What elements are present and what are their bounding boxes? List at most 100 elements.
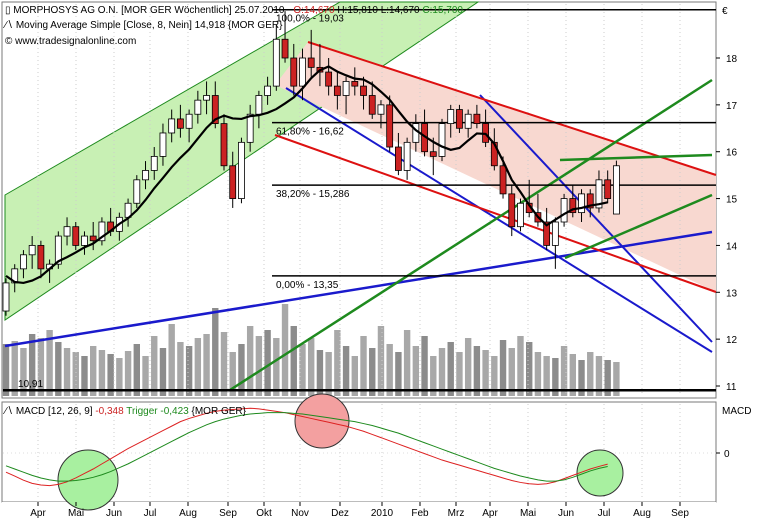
volume-bar	[395, 352, 402, 396]
volume-bar	[613, 362, 620, 396]
candle-body	[508, 193, 516, 228]
volume-bars	[2, 304, 620, 396]
candle-body	[377, 104, 385, 115]
candle-body	[229, 165, 237, 199]
volume-bar	[360, 336, 367, 396]
candle-body	[325, 71, 333, 87]
volume-bar	[246, 326, 254, 396]
volume-bar	[482, 350, 489, 396]
candle-body	[28, 245, 36, 256]
candle-body	[586, 193, 594, 209]
trigger-value: Trigger -0,423	[126, 406, 189, 417]
time-tick-label: Jul	[144, 508, 157, 519]
green-trend-line	[564, 193, 713, 260]
candle-body	[176, 118, 184, 129]
price-tick-label: 12	[726, 335, 738, 346]
green-trend-line	[229, 78, 713, 392]
volume-bar	[63, 348, 71, 396]
candle-body	[2, 282, 10, 312]
volume-bar	[159, 348, 167, 396]
red-channel-bottom	[274, 134, 717, 293]
macd-buy-circle	[57, 449, 119, 511]
volume-bar	[203, 334, 210, 396]
candle-body	[20, 254, 27, 270]
candle-body	[89, 235, 97, 242]
volume-bar	[447, 342, 454, 396]
macd-value: -0,348	[95, 406, 124, 417]
candle-body	[255, 95, 263, 115]
time-tick-label: 2010	[371, 508, 394, 519]
candle-body	[81, 235, 88, 246]
green-trend-line	[559, 153, 713, 162]
time-tick-label: Okt	[256, 508, 272, 519]
candle-body	[394, 146, 402, 171]
time-tick-label: Mai	[520, 508, 536, 519]
header-icon-name: ▯	[5, 5, 13, 16]
candle-body	[613, 165, 620, 215]
volume-bar	[560, 346, 568, 396]
candle-body	[307, 57, 315, 68]
volume-bar	[168, 324, 175, 396]
blue-trend-line	[285, 87, 713, 353]
volume-bar	[430, 356, 437, 396]
red-channel-top	[307, 41, 717, 176]
candle-body	[438, 123, 446, 157]
volume-bar	[552, 358, 559, 396]
volume-bar	[194, 338, 202, 396]
header-open: O:14,670	[293, 5, 335, 16]
volume-bar	[229, 352, 236, 396]
candle-body	[168, 118, 176, 134]
volume-bar	[438, 348, 446, 396]
candle-body	[412, 123, 420, 143]
volume-bar	[473, 346, 481, 396]
candle-body	[264, 85, 272, 96]
header-close: C:15,700	[422, 5, 463, 16]
volume-bar	[308, 338, 315, 396]
header-high: H:15,810	[337, 5, 378, 16]
volume-bar	[526, 342, 533, 396]
candle-body	[386, 104, 394, 148]
macd-axis-title: MACD	[722, 406, 751, 417]
time-tick-label: Mai	[68, 508, 84, 519]
volume-bar	[151, 336, 158, 396]
volume-bar	[299, 344, 306, 396]
candle-body	[447, 109, 455, 124]
candles	[2, 11, 620, 316]
candle-body	[150, 155, 158, 171]
macd-lines	[3, 393, 720, 511]
candle-body	[203, 95, 210, 101]
macd-tail: {MOR GER}	[192, 406, 247, 417]
candle-body	[133, 179, 141, 204]
candle-body	[281, 38, 289, 59]
price-tick-label: 18	[726, 54, 738, 65]
volume-bar	[46, 330, 53, 396]
volume-bar	[325, 352, 332, 396]
volume-bar	[81, 356, 88, 396]
volume-bar	[456, 352, 463, 396]
time-tick-label: Mrz	[448, 508, 465, 519]
macd-line	[5, 407, 608, 487]
volume-bar	[334, 330, 341, 396]
time-tick-label: Aug	[633, 508, 651, 519]
volume-bar	[124, 351, 132, 396]
candle-body	[560, 198, 568, 223]
volume-bar	[55, 342, 62, 396]
macd-zero-tick: 0	[724, 449, 730, 460]
candle-body	[185, 113, 193, 129]
time-tick-label: Nov	[291, 508, 309, 519]
volume-bar	[464, 338, 472, 396]
volume-bar	[185, 346, 193, 396]
volume-bar	[72, 352, 79, 396]
time-tick-label: Sep	[671, 508, 689, 519]
candle-body	[464, 113, 472, 129]
volume-bar	[403, 330, 411, 396]
candle-body	[456, 109, 463, 129]
candle-body	[159, 132, 167, 157]
blue-support-line	[4, 230, 713, 348]
time-tick-label: Jun	[106, 508, 122, 519]
volume-bar	[281, 304, 289, 396]
volume-bar	[116, 358, 123, 396]
volume-bar	[264, 330, 271, 396]
fib-label-100: 100,0% - 19,03	[276, 14, 344, 25]
